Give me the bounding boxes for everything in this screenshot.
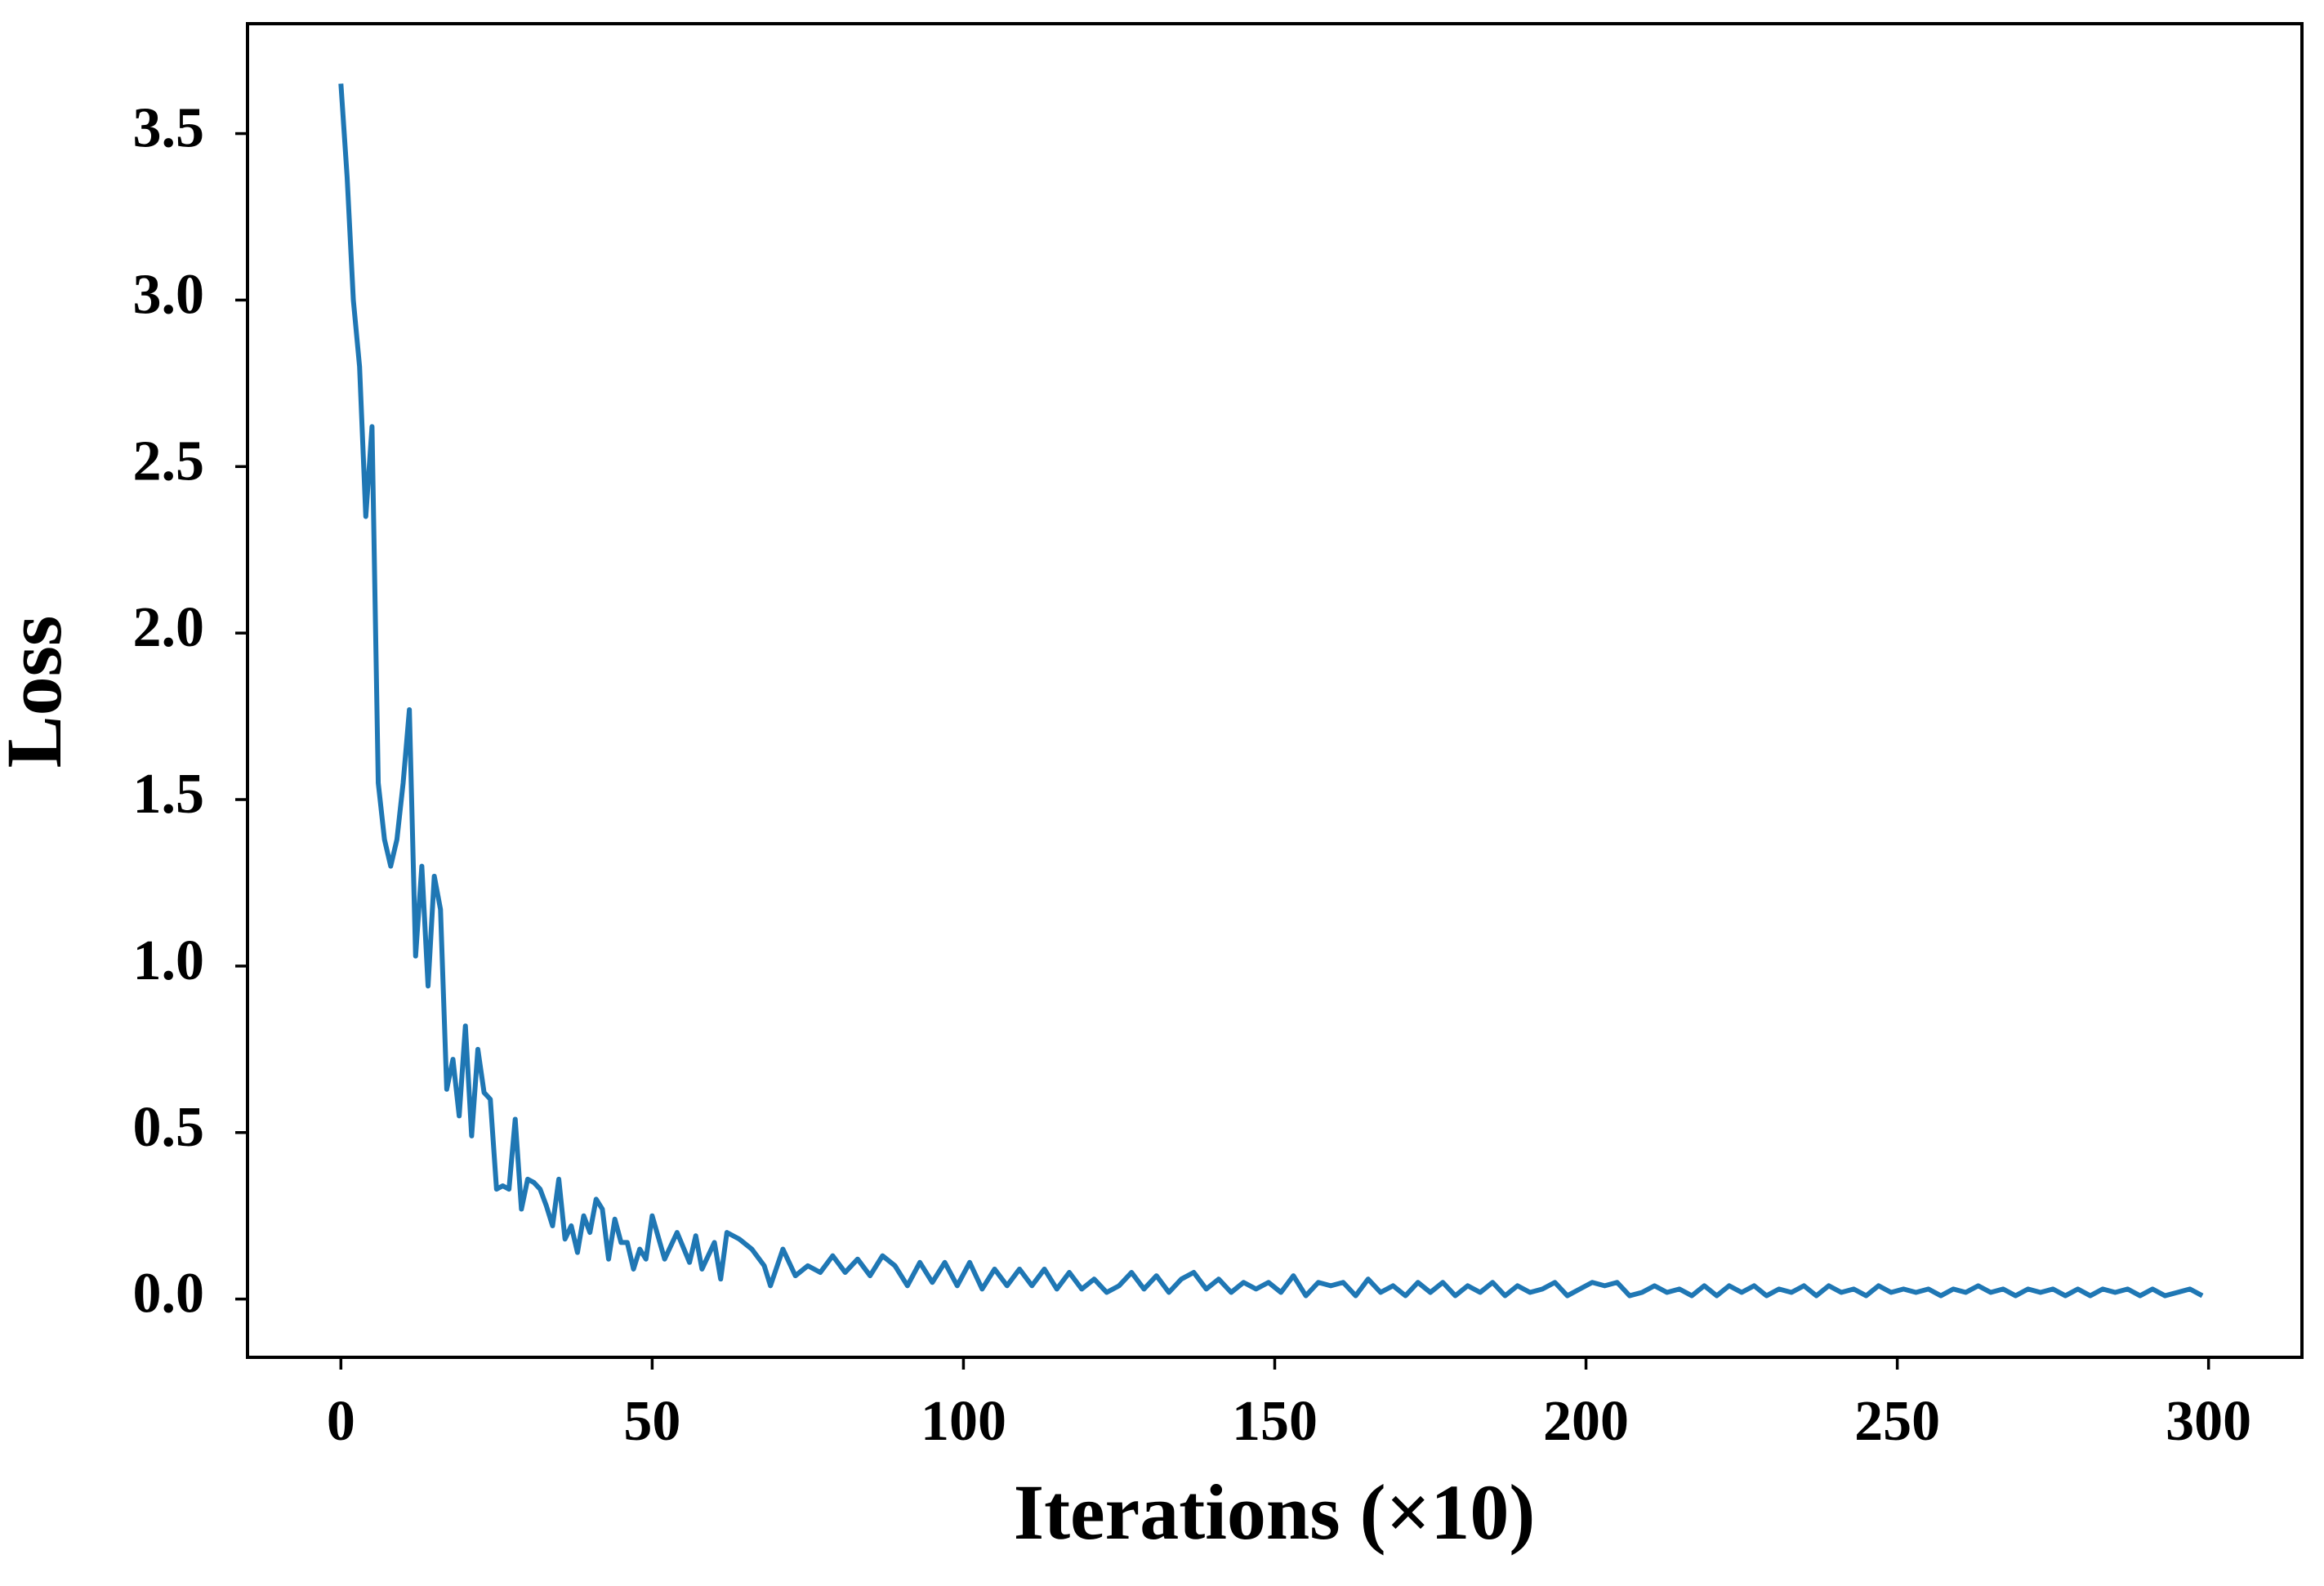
x-axis-label: Iterations (×10) <box>1014 1468 1536 1556</box>
y-axis-label: Loss <box>0 616 78 768</box>
y-tick-label: 2.0 <box>133 596 205 659</box>
y-tick-label: 0.0 <box>133 1263 205 1325</box>
x-tick-label: 0 <box>327 1390 355 1453</box>
y-tick-label: 1.5 <box>133 763 205 826</box>
x-tick-label: 50 <box>623 1390 680 1453</box>
x-tick-label: 100 <box>921 1390 1006 1453</box>
y-tick-label: 3.5 <box>133 97 205 160</box>
y-tick-label: 3.0 <box>133 263 205 326</box>
x-tick-label: 250 <box>1854 1390 1940 1453</box>
plot-frame <box>246 22 2304 1359</box>
loss-line <box>338 83 2204 1299</box>
y-tick-label: 0.5 <box>133 1096 205 1159</box>
x-tick-label: 300 <box>2166 1390 2251 1453</box>
y-tick-label: 2.5 <box>133 430 205 492</box>
x-tick-label: 150 <box>1232 1390 1318 1453</box>
x-tick-label: 200 <box>1543 1390 1629 1453</box>
y-tick-label: 1.0 <box>133 929 205 992</box>
